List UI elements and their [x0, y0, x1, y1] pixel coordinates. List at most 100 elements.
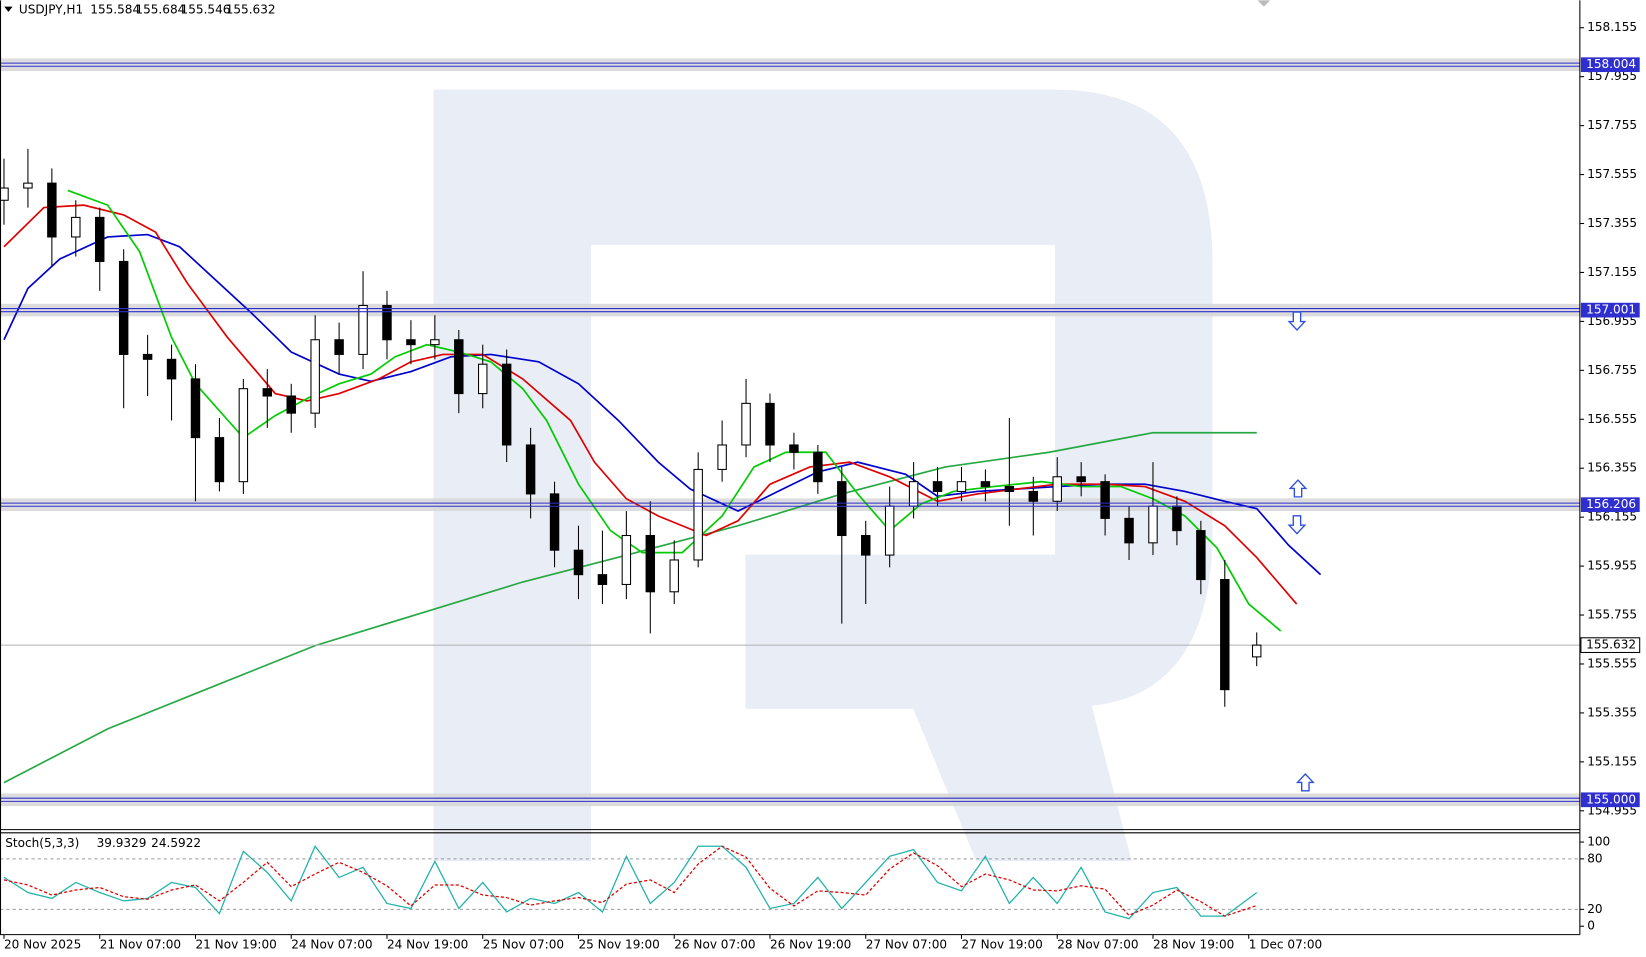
- signal-arrows: [1287, 311, 1315, 792]
- y-tick-label: 156.555: [1587, 412, 1637, 426]
- level-band: [0, 793, 1580, 807]
- indicator-main: 39.9329: [97, 836, 147, 850]
- candle-body: [238, 388, 249, 483]
- candle-body: [501, 363, 512, 446]
- candle-body: [1076, 476, 1086, 483]
- candle-body: [166, 358, 177, 380]
- y-tick-label: 20: [1587, 902, 1602, 916]
- y-tick-label: 155.155: [1587, 754, 1637, 768]
- candle-body: [262, 388, 273, 397]
- candle-body: [1052, 476, 1062, 502]
- candle-body: [980, 481, 991, 488]
- candle-body: [430, 339, 440, 346]
- y-tick-label: 157.155: [1587, 265, 1637, 279]
- price-close: 155.632: [226, 2, 276, 16]
- candle-body: [310, 339, 320, 414]
- x-tick-label: 26 Nov 19:00: [770, 938, 851, 952]
- candle-body: [837, 481, 847, 537]
- candle-body: [621, 534, 632, 585]
- candle-body: [214, 437, 225, 483]
- y-tick-label: 155.755: [1587, 608, 1637, 622]
- y-tick-label: 100: [1587, 835, 1610, 849]
- candle-body: [23, 182, 33, 189]
- arrow-up: [1295, 773, 1315, 792]
- x-tick-label: 25 Nov 07:00: [483, 938, 564, 952]
- price-high: 155.684: [135, 2, 185, 16]
- level-band: [0, 58, 1580, 71]
- y-tick-label: 156.155: [1587, 510, 1637, 524]
- y-tick-label: 155.555: [1587, 656, 1637, 670]
- indicator-signal: 24.5922: [151, 836, 201, 850]
- candle-body: [95, 216, 105, 262]
- x-tick-label: 21 Nov 07:00: [100, 938, 181, 952]
- candle-body: [956, 481, 967, 492]
- candle-body: [669, 559, 679, 593]
- y-tick-label: 155.955: [1587, 559, 1637, 573]
- x-tick-label: 24 Nov 07:00: [291, 938, 372, 952]
- candle-body: [1004, 486, 1015, 492]
- y-tick-label: 158.155: [1587, 20, 1637, 34]
- candle-body: [861, 534, 871, 556]
- x-tick-label: 26 Nov 07:00: [674, 938, 755, 952]
- current-price-box: [1580, 637, 1641, 654]
- x-tick-label: 27 Nov 07:00: [866, 938, 947, 952]
- candle-body: [286, 395, 296, 414]
- level-label-box: [1580, 302, 1640, 318]
- y-tick-label: 156.755: [1587, 363, 1637, 377]
- candle-body: [573, 549, 584, 576]
- current-price-label: 155.632: [1586, 638, 1636, 652]
- x-tick-label: 24 Nov 19:00: [387, 938, 468, 952]
- candle-body: [789, 444, 799, 453]
- candle-body: [1220, 579, 1230, 691]
- candle-body: [597, 574, 608, 585]
- candle-body: [549, 493, 560, 551]
- candle-body: [717, 444, 727, 470]
- level-label-box: [1580, 497, 1640, 513]
- candle-body: [406, 339, 416, 346]
- x-tick-label: 27 Nov 19:00: [961, 938, 1042, 952]
- x-tick-label: 20 Nov 2025: [4, 938, 81, 952]
- scroll-marker: [1257, 0, 1271, 7]
- candle-body: [645, 534, 656, 593]
- candle-body: [765, 402, 775, 446]
- price-open: 155.584: [90, 2, 140, 16]
- candle-body: [0, 187, 9, 201]
- y-tick-label: 156.355: [1587, 461, 1637, 475]
- level-label-box: [1580, 792, 1640, 808]
- moving-average: [3, 204, 1298, 605]
- candle-body: [1172, 505, 1182, 532]
- y-tick-label: 157.955: [1587, 69, 1637, 83]
- x-tick-label: 28 Nov 07:00: [1057, 938, 1138, 952]
- candle-body: [454, 339, 464, 395]
- watermark: [433, 89, 1213, 862]
- symbol: USDJPY,H1: [19, 2, 83, 16]
- level-label: 156.206: [1586, 497, 1636, 511]
- level-label-box: [1580, 57, 1640, 73]
- y-tick-label: 155.355: [1587, 705, 1637, 719]
- y-tick-label: 0: [1587, 919, 1595, 933]
- arrow-up: [1288, 479, 1308, 498]
- candle-body: [478, 363, 488, 395]
- indicator-title: Stoch(5,3,3): [5, 836, 79, 850]
- stochastic-line: [3, 844, 1258, 920]
- candle-body: [382, 304, 392, 341]
- candle-body: [190, 378, 201, 439]
- x-tick-label: 28 Nov 19:00: [1153, 938, 1234, 952]
- x-tick-label: 21 Nov 19:00: [195, 938, 276, 952]
- candle-body: [813, 451, 823, 483]
- candle-body: [334, 339, 344, 355]
- y-tick-label: 157.355: [1587, 216, 1637, 230]
- header-triangle: [4, 6, 13, 12]
- candle-body: [525, 444, 536, 495]
- x-tick-label: 25 Nov 19:00: [578, 938, 659, 952]
- arrow-down: [1287, 311, 1307, 331]
- price-low: 155.546: [181, 2, 231, 16]
- plot-layer: [0, 58, 1580, 920]
- candle-body: [118, 260, 129, 355]
- level-label: 157.001: [1586, 303, 1636, 317]
- candle-body: [1028, 490, 1039, 502]
- arrow-down: [1287, 515, 1307, 535]
- candle-body: [1196, 530, 1206, 581]
